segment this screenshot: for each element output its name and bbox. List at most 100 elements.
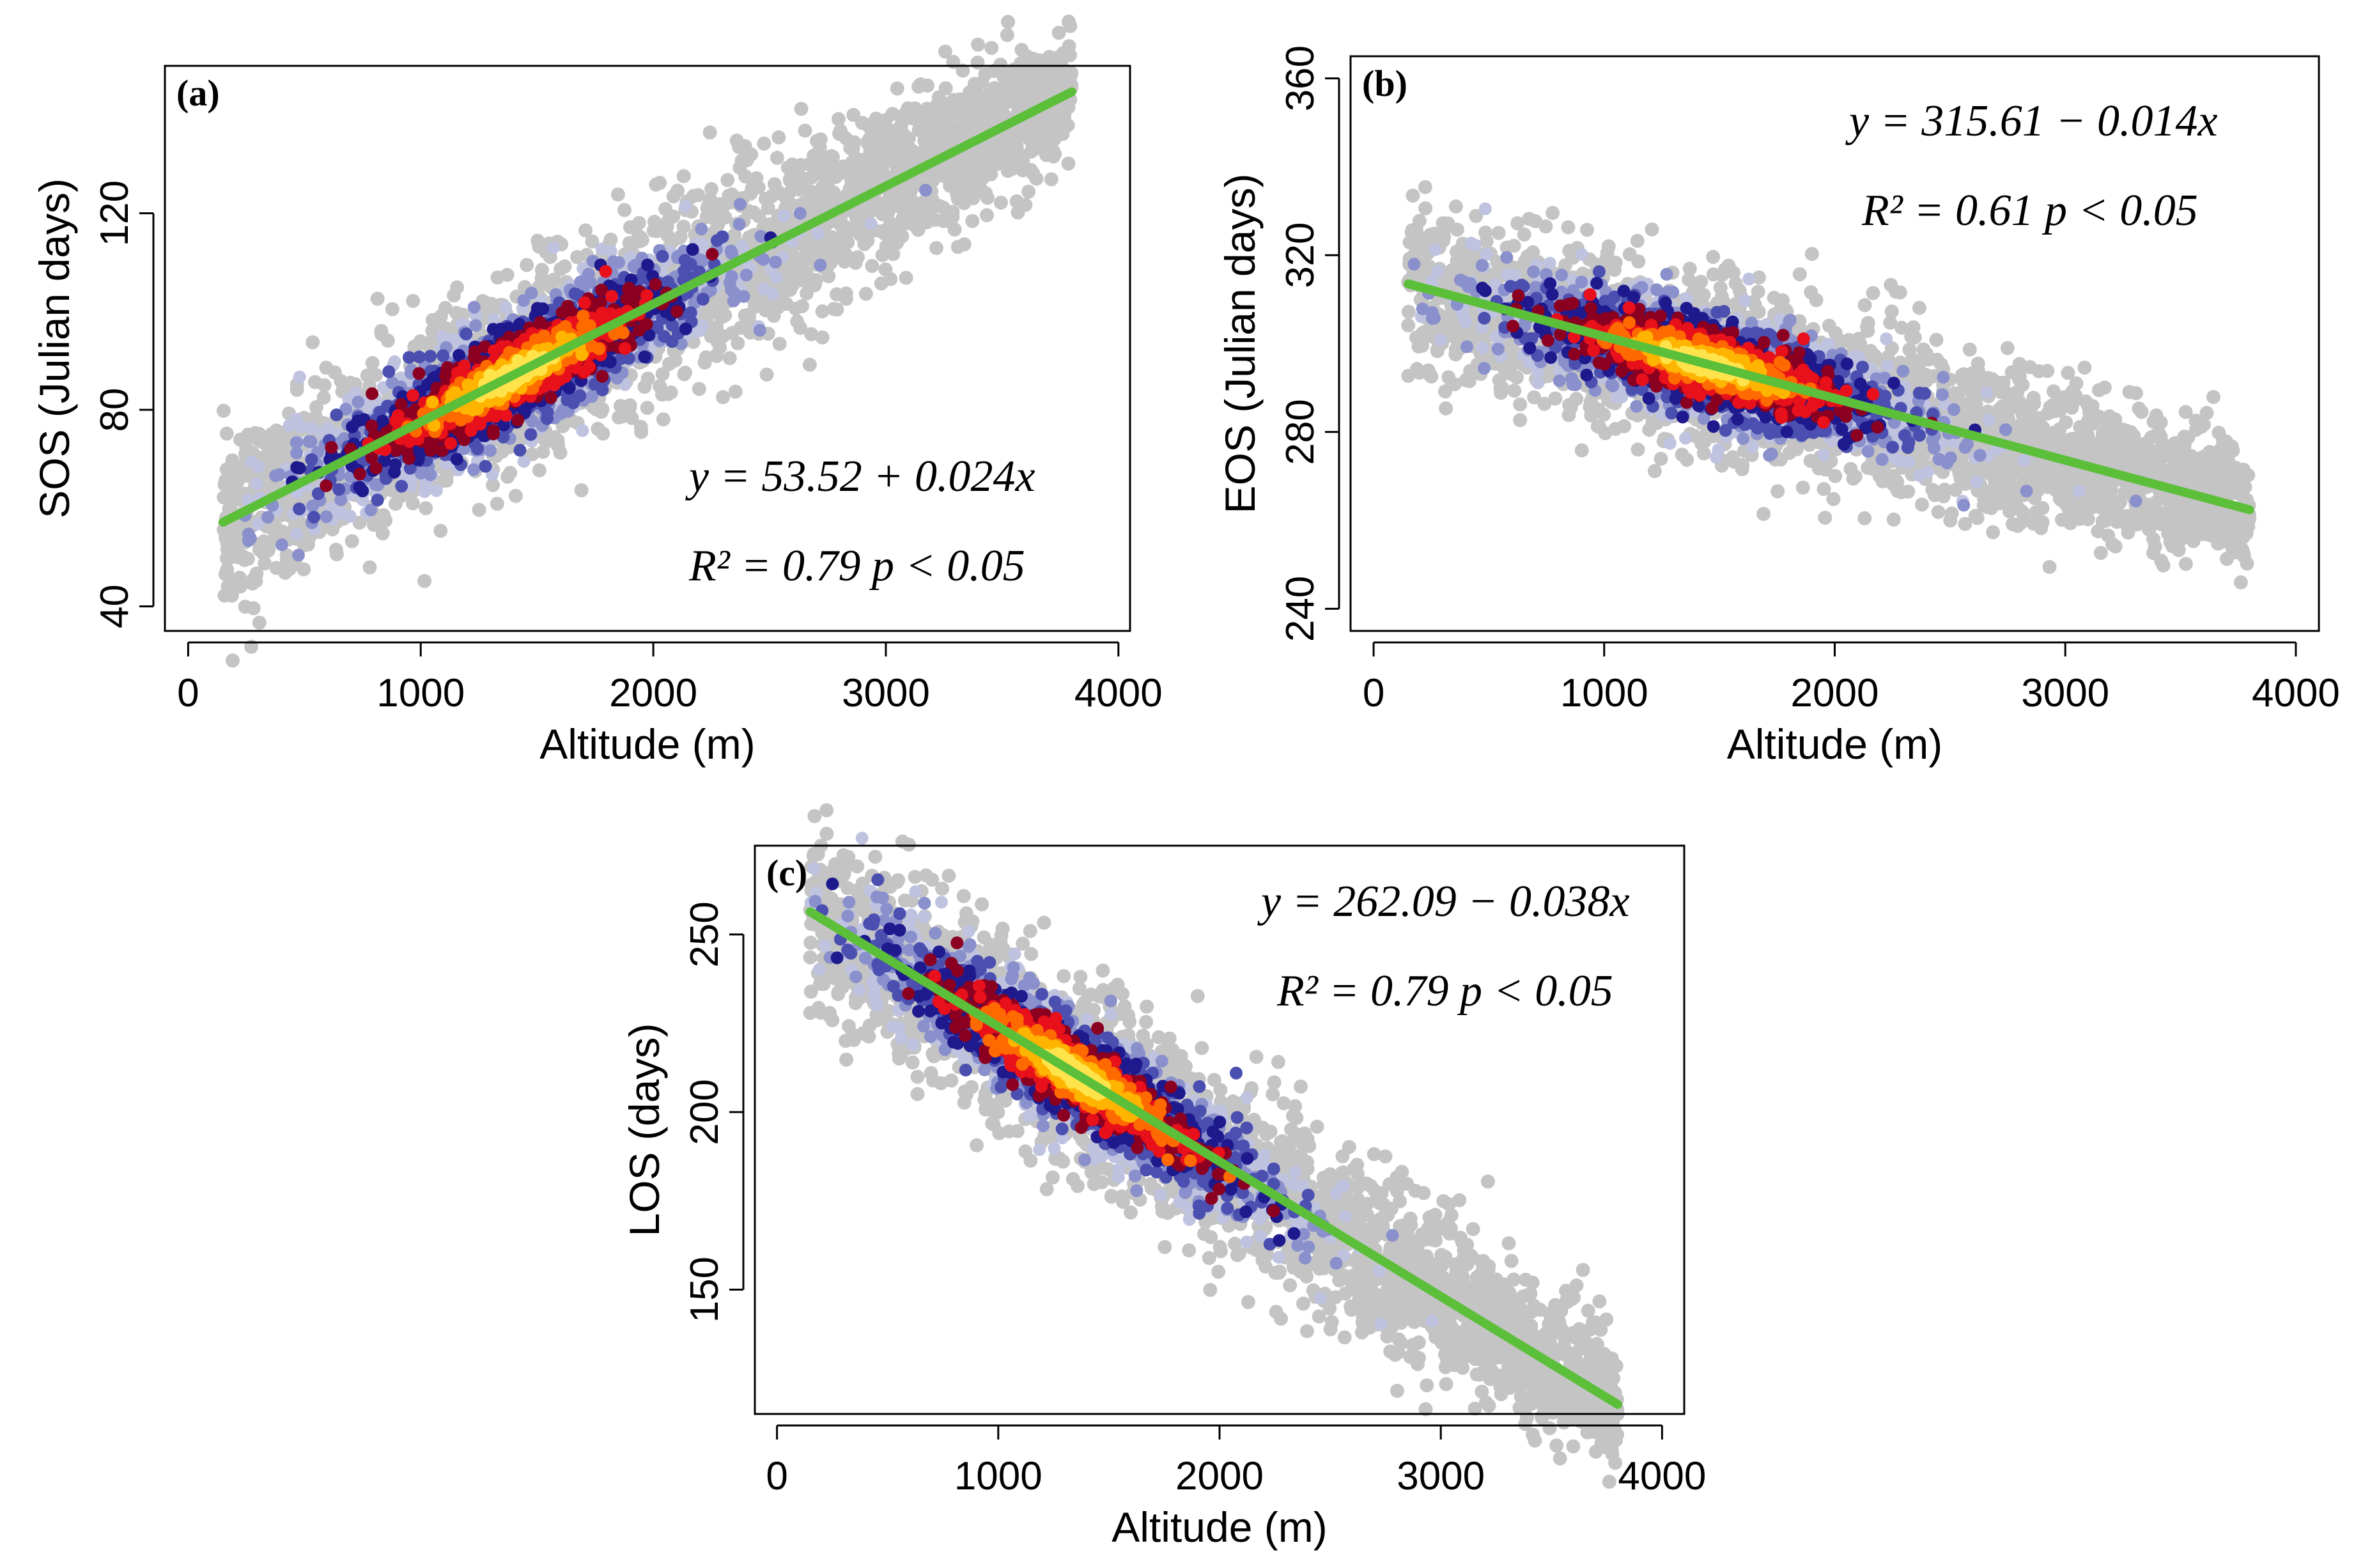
density-point (794, 207, 807, 220)
density-point (736, 240, 748, 253)
scatter-point (757, 137, 771, 151)
density-point (919, 184, 932, 197)
scatter-point (225, 589, 239, 603)
density-point (418, 485, 431, 498)
density-point (525, 287, 538, 300)
scatter-point (283, 562, 297, 576)
scatter-point (1019, 70, 1033, 84)
scatter-point (678, 366, 692, 380)
scatter-point (993, 58, 1007, 72)
scatter-point (495, 445, 509, 459)
scatter-point (247, 602, 261, 616)
scatter-point (1049, 78, 1063, 92)
scatter-point (832, 112, 846, 126)
scatter-point (797, 172, 811, 186)
scatter-point (882, 242, 896, 256)
scatter-point (274, 438, 288, 452)
scatter-point (371, 291, 385, 306)
density-point (293, 371, 306, 384)
density-point (371, 493, 384, 506)
density-point (697, 293, 709, 306)
scatter-point (716, 390, 730, 404)
density-point (424, 469, 437, 481)
scatter-point (759, 303, 773, 317)
scatter-point (692, 382, 706, 396)
density-point (499, 300, 512, 313)
scatter-point (731, 336, 745, 350)
scatter-point (698, 355, 712, 369)
density-point (292, 548, 305, 561)
scatter-point (546, 273, 560, 287)
density-point (696, 319, 709, 332)
scatter-point (634, 425, 648, 439)
scatter-point (660, 219, 674, 233)
scatter-point (1030, 86, 1044, 100)
density-point (261, 511, 274, 524)
density-point (656, 250, 669, 263)
scatter-point (500, 268, 515, 282)
scatter-point (249, 574, 263, 588)
scatter-point (832, 127, 846, 141)
scatter-point (862, 137, 876, 151)
density-point (471, 442, 484, 455)
scatter-point (230, 476, 244, 490)
density-point (306, 500, 319, 513)
scatter-point (677, 169, 691, 183)
scatter-point (787, 266, 801, 280)
scatter-point (971, 56, 985, 70)
scatter-point (381, 334, 395, 348)
scatter-point (747, 205, 761, 219)
scatter-point (951, 192, 965, 206)
scatter-point (433, 524, 447, 538)
scatter-point (328, 366, 342, 380)
scatter-point (873, 150, 887, 164)
density-point (382, 366, 395, 378)
scatter-point (1053, 104, 1067, 118)
scatter-point (472, 503, 486, 517)
scatter-point (1026, 52, 1040, 66)
scatter-point (936, 214, 950, 228)
density-point (865, 217, 878, 230)
scatter-point (641, 371, 655, 385)
scatter-point (217, 404, 231, 418)
scatter-point (503, 466, 517, 480)
scatter-point (917, 116, 931, 130)
scatter-point (878, 227, 892, 241)
density-point (685, 306, 697, 319)
density-point (541, 412, 554, 425)
scatter-point (1062, 157, 1076, 171)
scatter-point (951, 240, 965, 254)
scatter-point (759, 192, 773, 206)
scatter-point (219, 567, 233, 581)
density-point (734, 198, 747, 211)
scatter-point (988, 81, 1002, 95)
scatter-point (971, 38, 985, 52)
density-point (596, 384, 608, 396)
scatter-point (984, 41, 998, 55)
scatter-point (236, 550, 251, 564)
scatter-point (770, 151, 784, 165)
density-point (727, 295, 740, 307)
scatter-point (716, 329, 730, 343)
scatter-point (570, 250, 584, 264)
density-point (770, 271, 783, 284)
scatter-point (226, 653, 240, 667)
scatter-point (855, 116, 869, 130)
scatter-point (821, 269, 835, 283)
scatter-point (649, 178, 663, 192)
scatter-point (1035, 136, 1049, 150)
scatter-point (308, 375, 322, 389)
density-point (320, 510, 333, 523)
scatter-point (625, 411, 639, 425)
scatter-point (903, 142, 917, 156)
scatter-point (656, 412, 670, 426)
scatter-point (540, 434, 554, 448)
density-point (479, 460, 492, 473)
scatter-point (406, 496, 420, 510)
scatter-point (899, 271, 913, 285)
scatter-point (617, 203, 631, 217)
density-point (305, 453, 318, 466)
scatter-point (729, 385, 743, 399)
density-point (740, 268, 753, 281)
